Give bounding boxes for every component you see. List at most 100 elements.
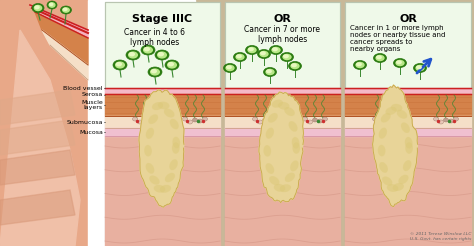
Ellipse shape xyxy=(202,117,208,121)
Ellipse shape xyxy=(281,52,293,62)
Ellipse shape xyxy=(264,67,276,77)
Ellipse shape xyxy=(47,1,57,9)
Ellipse shape xyxy=(405,142,413,154)
Ellipse shape xyxy=(392,183,404,191)
Ellipse shape xyxy=(144,145,152,156)
Ellipse shape xyxy=(248,47,254,51)
Ellipse shape xyxy=(290,160,299,171)
Ellipse shape xyxy=(188,120,192,124)
Ellipse shape xyxy=(160,185,171,193)
Ellipse shape xyxy=(283,54,292,60)
Ellipse shape xyxy=(150,68,160,76)
Ellipse shape xyxy=(169,159,178,170)
Ellipse shape xyxy=(397,110,407,119)
Ellipse shape xyxy=(289,121,298,132)
Ellipse shape xyxy=(165,60,179,70)
Ellipse shape xyxy=(151,69,157,74)
Ellipse shape xyxy=(234,52,246,62)
Ellipse shape xyxy=(396,60,402,64)
Ellipse shape xyxy=(143,118,147,122)
Ellipse shape xyxy=(278,102,290,110)
Polygon shape xyxy=(0,0,88,246)
Ellipse shape xyxy=(270,46,283,55)
Ellipse shape xyxy=(376,55,382,59)
Text: Cancer in 7 or more
lymph nodes: Cancer in 7 or more lymph nodes xyxy=(245,25,320,44)
Ellipse shape xyxy=(272,100,283,108)
Ellipse shape xyxy=(379,162,388,173)
Ellipse shape xyxy=(268,113,278,123)
Polygon shape xyxy=(0,150,75,185)
Ellipse shape xyxy=(167,62,177,69)
Ellipse shape xyxy=(265,163,274,174)
Ellipse shape xyxy=(146,163,155,174)
Text: Submucosa: Submucosa xyxy=(66,120,103,124)
Ellipse shape xyxy=(322,117,328,121)
Ellipse shape xyxy=(226,65,232,69)
Ellipse shape xyxy=(157,51,167,59)
Ellipse shape xyxy=(224,63,237,73)
Ellipse shape xyxy=(263,118,267,122)
Ellipse shape xyxy=(146,128,154,139)
Ellipse shape xyxy=(152,102,163,110)
Ellipse shape xyxy=(267,119,273,123)
Bar xyxy=(345,2,471,242)
Ellipse shape xyxy=(405,137,412,149)
Text: Mucosa: Mucosa xyxy=(79,129,103,135)
Ellipse shape xyxy=(416,65,422,69)
Ellipse shape xyxy=(143,46,153,54)
Ellipse shape xyxy=(141,45,155,55)
Ellipse shape xyxy=(302,117,308,121)
Ellipse shape xyxy=(272,47,278,51)
Ellipse shape xyxy=(377,120,383,124)
Polygon shape xyxy=(35,12,88,65)
Ellipse shape xyxy=(48,2,55,8)
Ellipse shape xyxy=(63,8,68,11)
Ellipse shape xyxy=(454,117,458,121)
Ellipse shape xyxy=(413,63,427,73)
Ellipse shape xyxy=(291,63,297,67)
Ellipse shape xyxy=(373,117,377,121)
Ellipse shape xyxy=(393,59,407,67)
Ellipse shape xyxy=(271,47,281,53)
Ellipse shape xyxy=(126,50,140,60)
Ellipse shape xyxy=(379,128,387,139)
Ellipse shape xyxy=(312,118,318,122)
Ellipse shape xyxy=(434,117,438,121)
Ellipse shape xyxy=(285,173,295,182)
Bar xyxy=(105,2,220,242)
Ellipse shape xyxy=(260,51,266,55)
Ellipse shape xyxy=(235,54,245,60)
Ellipse shape xyxy=(172,142,180,154)
Ellipse shape xyxy=(318,119,322,123)
Ellipse shape xyxy=(395,60,405,66)
Ellipse shape xyxy=(292,142,300,154)
Ellipse shape xyxy=(383,118,388,122)
Ellipse shape xyxy=(392,117,398,121)
Ellipse shape xyxy=(403,160,411,171)
Ellipse shape xyxy=(173,137,180,148)
Ellipse shape xyxy=(266,69,272,73)
Ellipse shape xyxy=(168,62,174,66)
Polygon shape xyxy=(0,30,80,246)
Ellipse shape xyxy=(356,62,362,66)
Ellipse shape xyxy=(32,3,44,13)
Ellipse shape xyxy=(62,7,70,13)
Ellipse shape xyxy=(273,117,277,121)
Ellipse shape xyxy=(137,120,143,124)
Ellipse shape xyxy=(153,117,157,121)
Ellipse shape xyxy=(438,120,444,124)
Ellipse shape xyxy=(274,184,285,192)
Ellipse shape xyxy=(113,60,127,70)
Ellipse shape xyxy=(448,119,454,123)
Ellipse shape xyxy=(61,6,72,14)
Text: Cancer in 1 or more lymph
nodes or nearby tissue and
cancer spreads to
nearby or: Cancer in 1 or more lymph nodes or nearb… xyxy=(350,25,446,52)
Ellipse shape xyxy=(253,117,257,121)
Polygon shape xyxy=(0,90,75,125)
Ellipse shape xyxy=(192,118,198,122)
Ellipse shape xyxy=(265,128,274,139)
Ellipse shape xyxy=(148,67,162,77)
Ellipse shape xyxy=(374,53,386,62)
Ellipse shape xyxy=(257,120,263,124)
Text: Muscle
layers: Muscle layers xyxy=(81,100,103,110)
Ellipse shape xyxy=(257,49,271,59)
